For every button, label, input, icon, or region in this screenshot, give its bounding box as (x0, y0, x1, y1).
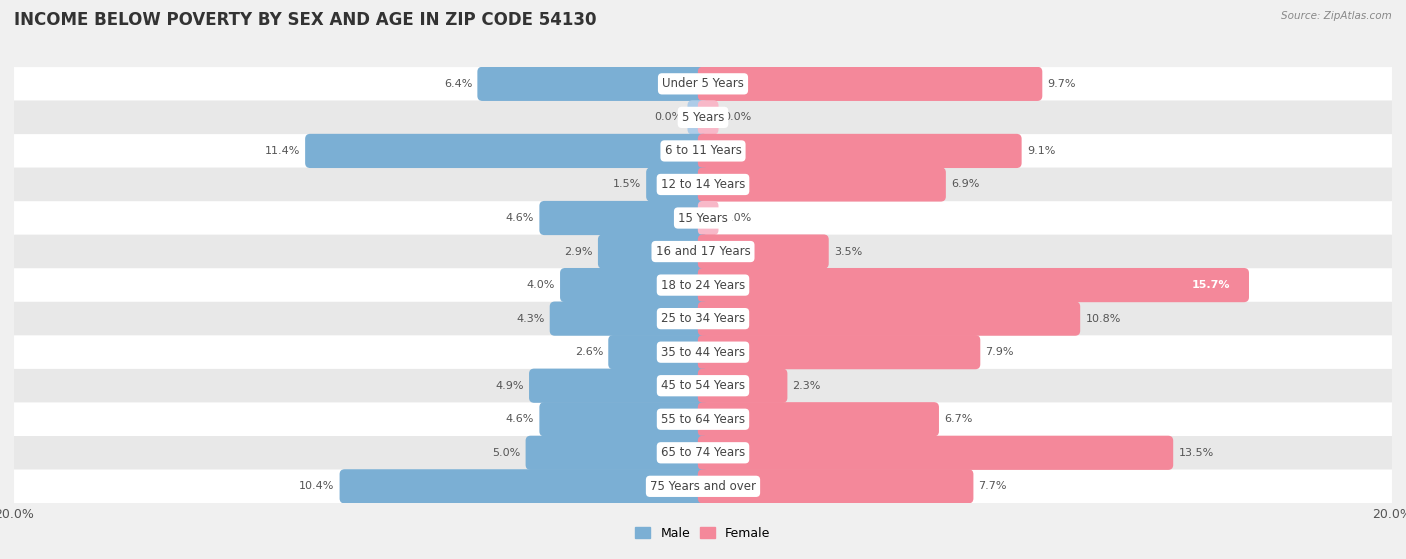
Text: 5.0%: 5.0% (492, 448, 520, 458)
Text: 16 and 17 Years: 16 and 17 Years (655, 245, 751, 258)
FancyBboxPatch shape (598, 234, 709, 269)
FancyBboxPatch shape (697, 134, 1022, 168)
Text: 6.9%: 6.9% (950, 179, 980, 190)
FancyBboxPatch shape (14, 268, 1392, 302)
FancyBboxPatch shape (609, 335, 709, 369)
Text: 9.7%: 9.7% (1047, 79, 1076, 89)
FancyBboxPatch shape (697, 368, 787, 403)
Text: 4.3%: 4.3% (516, 314, 544, 324)
Text: 6 to 11 Years: 6 to 11 Years (665, 144, 741, 158)
FancyBboxPatch shape (14, 302, 1392, 335)
FancyBboxPatch shape (697, 435, 1173, 470)
FancyBboxPatch shape (526, 435, 709, 470)
Text: 0.0%: 0.0% (654, 112, 682, 122)
Text: 18 to 24 Years: 18 to 24 Years (661, 278, 745, 292)
FancyBboxPatch shape (697, 201, 718, 235)
Text: INCOME BELOW POVERTY BY SEX AND AGE IN ZIP CODE 54130: INCOME BELOW POVERTY BY SEX AND AGE IN Z… (14, 11, 596, 29)
FancyBboxPatch shape (14, 134, 1392, 168)
FancyBboxPatch shape (697, 402, 939, 437)
Text: 2.9%: 2.9% (564, 247, 593, 257)
Text: 4.0%: 4.0% (526, 280, 555, 290)
FancyBboxPatch shape (688, 100, 709, 135)
FancyBboxPatch shape (478, 67, 709, 101)
FancyBboxPatch shape (697, 335, 980, 369)
FancyBboxPatch shape (305, 134, 709, 168)
Text: 4.9%: 4.9% (495, 381, 524, 391)
Text: 1.5%: 1.5% (613, 179, 641, 190)
FancyBboxPatch shape (14, 436, 1392, 470)
Text: 15 Years: 15 Years (678, 211, 728, 225)
Text: 4.6%: 4.6% (506, 414, 534, 424)
Text: 10.4%: 10.4% (299, 481, 335, 491)
Text: 2.6%: 2.6% (575, 347, 603, 357)
Text: 2.3%: 2.3% (793, 381, 821, 391)
Text: 6.7%: 6.7% (945, 414, 973, 424)
Text: 25 to 34 Years: 25 to 34 Years (661, 312, 745, 325)
FancyBboxPatch shape (540, 201, 709, 235)
FancyBboxPatch shape (697, 167, 946, 202)
Text: 13.5%: 13.5% (1178, 448, 1213, 458)
FancyBboxPatch shape (14, 235, 1392, 268)
Text: 4.6%: 4.6% (506, 213, 534, 223)
Text: 9.1%: 9.1% (1026, 146, 1054, 156)
Text: 7.9%: 7.9% (986, 347, 1014, 357)
FancyBboxPatch shape (697, 234, 828, 269)
Text: 75 Years and over: 75 Years and over (650, 480, 756, 493)
Text: 0.0%: 0.0% (724, 112, 752, 122)
FancyBboxPatch shape (14, 201, 1392, 235)
Text: 10.8%: 10.8% (1085, 314, 1121, 324)
FancyBboxPatch shape (14, 101, 1392, 134)
FancyBboxPatch shape (340, 469, 709, 504)
Text: Under 5 Years: Under 5 Years (662, 77, 744, 91)
FancyBboxPatch shape (14, 402, 1392, 436)
FancyBboxPatch shape (529, 368, 709, 403)
FancyBboxPatch shape (697, 268, 1249, 302)
FancyBboxPatch shape (14, 67, 1392, 101)
FancyBboxPatch shape (697, 67, 1042, 101)
FancyBboxPatch shape (14, 335, 1392, 369)
FancyBboxPatch shape (697, 301, 1080, 336)
Text: 15.7%: 15.7% (1191, 280, 1230, 290)
Legend: Male, Female: Male, Female (630, 522, 776, 545)
Text: 0.0%: 0.0% (724, 213, 752, 223)
Text: 65 to 74 Years: 65 to 74 Years (661, 446, 745, 459)
Text: 45 to 54 Years: 45 to 54 Years (661, 379, 745, 392)
Text: 7.7%: 7.7% (979, 481, 1007, 491)
FancyBboxPatch shape (697, 100, 718, 135)
FancyBboxPatch shape (647, 167, 709, 202)
Text: 35 to 44 Years: 35 to 44 Years (661, 345, 745, 359)
Text: 55 to 64 Years: 55 to 64 Years (661, 413, 745, 426)
FancyBboxPatch shape (560, 268, 709, 302)
Text: Source: ZipAtlas.com: Source: ZipAtlas.com (1281, 11, 1392, 21)
FancyBboxPatch shape (550, 301, 709, 336)
Text: 5 Years: 5 Years (682, 111, 724, 124)
Text: 12 to 14 Years: 12 to 14 Years (661, 178, 745, 191)
Text: 6.4%: 6.4% (444, 79, 472, 89)
FancyBboxPatch shape (540, 402, 709, 437)
FancyBboxPatch shape (14, 470, 1392, 503)
FancyBboxPatch shape (14, 369, 1392, 402)
Text: 3.5%: 3.5% (834, 247, 862, 257)
Text: 11.4%: 11.4% (264, 146, 299, 156)
FancyBboxPatch shape (14, 168, 1392, 201)
FancyBboxPatch shape (697, 469, 973, 504)
